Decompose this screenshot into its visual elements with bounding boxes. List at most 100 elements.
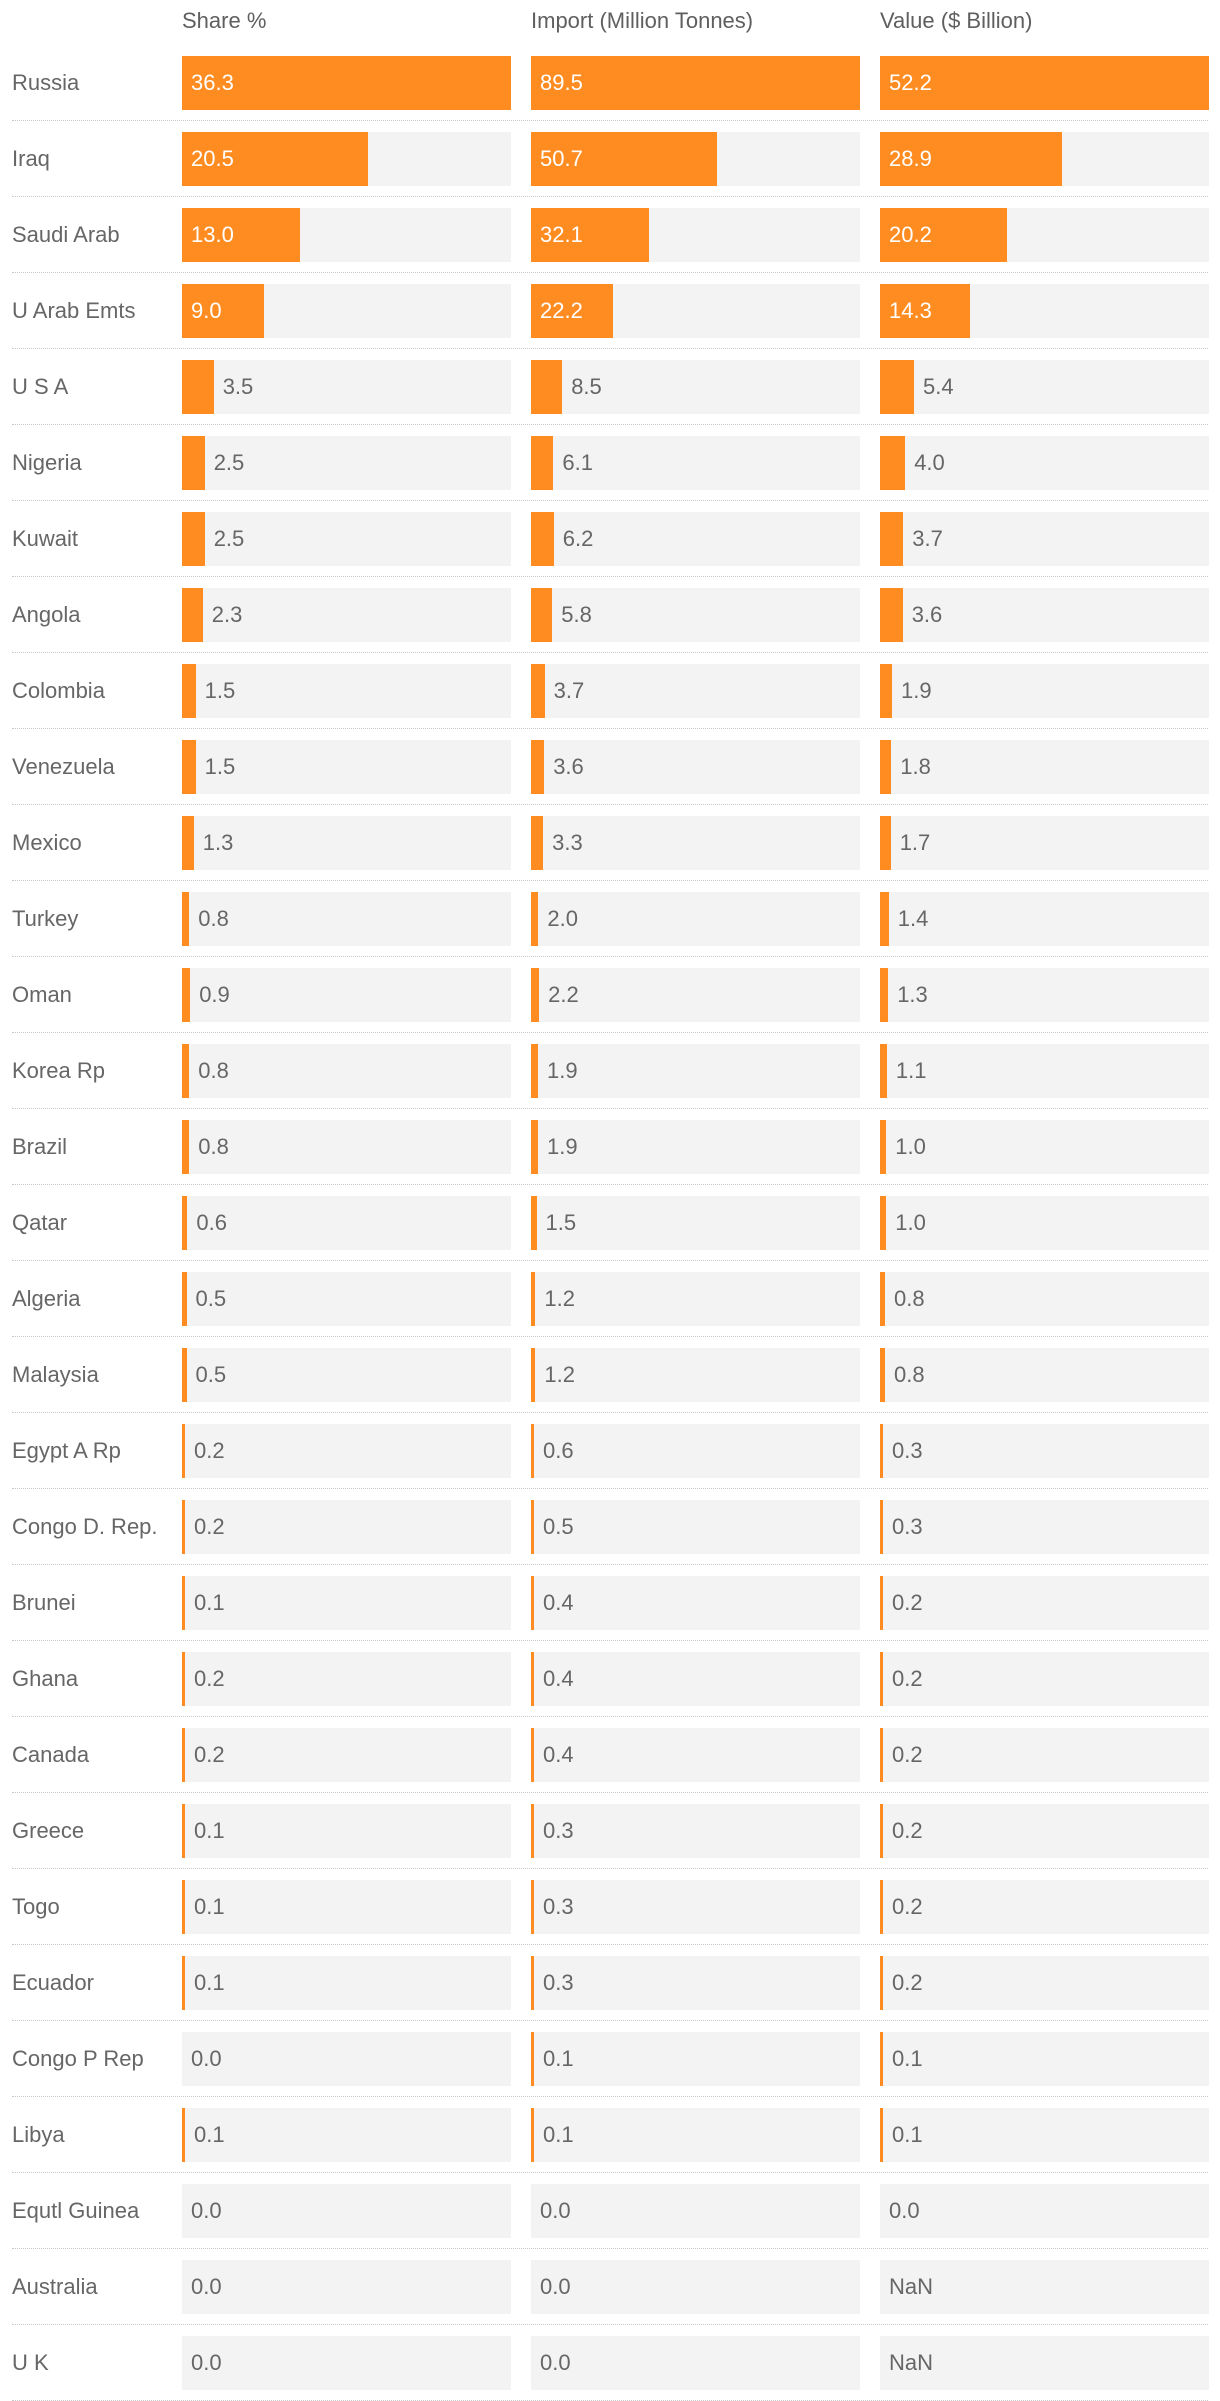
value-value-label: 0.8 [894, 1362, 925, 1387]
share-bar [182, 1576, 185, 1630]
row-separator [12, 196, 1208, 197]
import-bar [531, 1728, 534, 1782]
country-label: Colombia [12, 678, 105, 703]
country-label: U Arab Emts [12, 298, 136, 323]
value-cell: 3.6 [880, 588, 1209, 642]
value-bar [880, 2032, 883, 2086]
table-row: Togo 0.1 0.3 0.2 [0, 1869, 1220, 1945]
value-cell: 28.9 [880, 132, 1209, 186]
share-value-label: 9.0 [191, 298, 222, 323]
country-label: U K [12, 2350, 49, 2375]
import-bar [531, 436, 554, 490]
share-value-label: 1.3 [202, 830, 234, 855]
table-row: Angola 2.3 5.8 3.6 [0, 577, 1220, 653]
import-cell: 0.0 [531, 2184, 860, 2238]
value-bar [880, 1804, 883, 1858]
import-bar [531, 132, 718, 186]
value-cell: 1.7 [880, 816, 1209, 870]
import-cell: 0.3 [531, 1804, 860, 1858]
import-value-label: 1.5 [545, 1210, 577, 1235]
table-row: U S A 3.5 8.5 5.4 [0, 349, 1220, 425]
share-cell: 20.5 [182, 132, 511, 186]
share-bar [182, 1652, 185, 1706]
row-separator [12, 576, 1208, 577]
table-row: Ecuador 0.1 0.3 0.2 [0, 1945, 1220, 2021]
share-bar [182, 132, 368, 186]
value-cell: 0.2 [880, 1956, 1209, 2010]
value-cell: 1.4 [880, 892, 1209, 946]
value-bar [880, 664, 892, 718]
share-cell: 2.5 [182, 512, 511, 566]
table-row: Algeria 0.5 1.2 0.8 [0, 1261, 1220, 1337]
share-bar [182, 892, 190, 946]
share-cell: 0.5 [182, 1272, 511, 1326]
row-separator [12, 728, 1208, 729]
value-bar [880, 1652, 883, 1706]
import-value-label: 6.1 [562, 450, 593, 475]
share-bar [182, 436, 205, 490]
row-separator [12, 1412, 1208, 1413]
value-value-label: 0.2 [892, 1666, 923, 1691]
import-cell: 0.3 [531, 1880, 860, 1934]
share-bar [182, 360, 214, 414]
value-bar [880, 1424, 883, 1478]
value-value-label: 1.8 [900, 754, 931, 779]
import-value-label: 0.4 [543, 1666, 574, 1691]
share-value-label: 3.5 [222, 374, 254, 399]
header-import: Import (Million Tonnes) [531, 8, 754, 33]
value-cell: 0.3 [880, 1424, 1209, 1478]
import-value-label: 1.2 [544, 1362, 575, 1387]
value-bar [880, 1272, 885, 1326]
import-bar [531, 588, 553, 642]
share-bar [182, 968, 191, 1022]
share-bar [182, 1804, 185, 1858]
country-label: Venezuela [12, 754, 115, 779]
value-value-label: 0.1 [892, 2122, 923, 2147]
value-value-label: 4.0 [914, 450, 945, 475]
value-bar [880, 1196, 887, 1250]
import-bar [531, 1880, 534, 1934]
country-label: Congo D. Rep. [12, 1514, 158, 1539]
import-cell: 22.2 [531, 284, 860, 338]
row-separator [12, 272, 1208, 273]
import-value-label: 3.6 [553, 754, 584, 779]
value-value-label: 52.2 [889, 70, 932, 95]
row-separator [12, 2020, 1208, 2021]
value-value-label: 0.2 [892, 1590, 923, 1615]
import-value-label: 2.0 [547, 906, 578, 931]
import-bar [531, 1120, 538, 1174]
import-bar [531, 664, 545, 718]
share-cell: 13.0 [182, 208, 511, 262]
country-label: Congo P Rep [12, 2046, 144, 2071]
share-value-label: 0.5 [195, 1286, 227, 1311]
share-cell: 0.1 [182, 1880, 511, 1934]
share-cell: 0.1 [182, 1576, 511, 1630]
share-bar [182, 816, 194, 870]
value-value-label: 28.9 [889, 146, 932, 171]
value-value-label: 0.1 [892, 2046, 923, 2071]
table-row: Venezuela 1.5 3.6 1.8 [0, 729, 1220, 805]
country-label: Australia [12, 2274, 98, 2299]
table-row: Congo D. Rep. 0.2 0.5 0.3 [0, 1489, 1220, 1565]
row-separator [12, 1792, 1208, 1793]
country-label: Egypt A Rp [12, 1438, 121, 1463]
value-bar [880, 1120, 887, 1174]
share-cell: 0.0 [182, 2260, 511, 2314]
value-bar [880, 360, 914, 414]
value-cell: 1.3 [880, 968, 1209, 1022]
country-label: Oman [12, 982, 72, 1007]
value-bar [880, 1500, 883, 1554]
import-value-label: 3.3 [552, 830, 583, 855]
import-value-label: 0.3 [543, 1970, 574, 1995]
row-separator [12, 1032, 1208, 1033]
value-value-label: NaN [889, 2274, 934, 2299]
share-cell: 0.8 [182, 1120, 511, 1174]
country-label: Brazil [12, 1134, 68, 1159]
value-cell: 14.3 [880, 284, 1209, 338]
value-value-label: 1.0 [895, 1210, 926, 1235]
row-separator [12, 1488, 1208, 1489]
country-label: Angola [12, 602, 81, 627]
table-row: Mexico 1.3 3.3 1.7 [0, 805, 1220, 881]
import-bar [531, 1652, 534, 1706]
share-value-label: 0.1 [194, 1818, 225, 1843]
